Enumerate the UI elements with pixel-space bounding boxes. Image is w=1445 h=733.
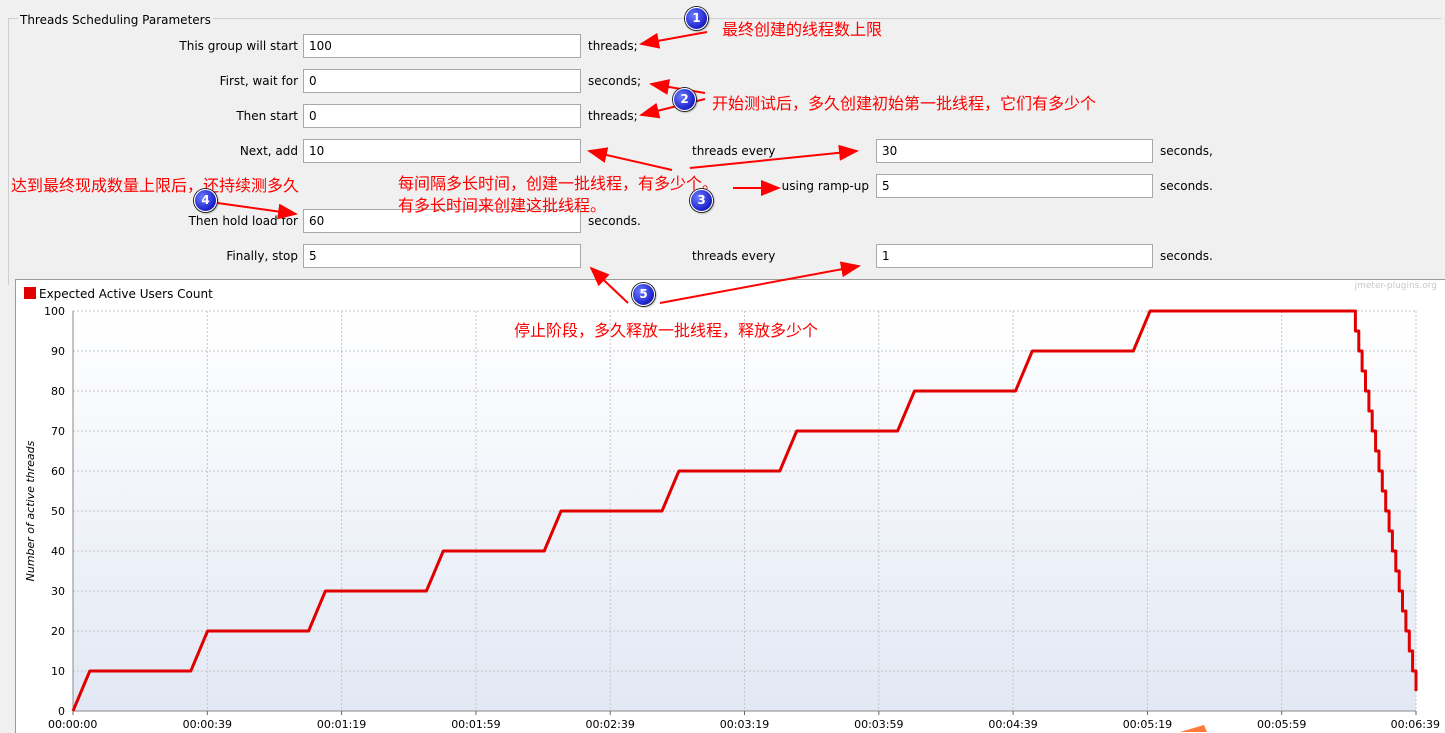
y-tick-label: 0: [58, 705, 65, 718]
badge-2-icon: 2: [673, 88, 696, 111]
annotation-2: 开始测试后，多久创建初始第一批线程，它们有多少个: [712, 90, 1096, 114]
annotation-3-line2: 有多长时间来创建这批线程。: [398, 192, 606, 216]
annotation-3-line1: 每间隔多长时间，创建一批线程，有多少个。: [398, 170, 718, 194]
y-tick-label: 50: [51, 505, 65, 518]
y-tick-label: 100: [44, 305, 65, 318]
x-tick-label: 00:04:39: [988, 718, 1037, 731]
x-tick-label: 00:00:00: [48, 718, 97, 731]
x-tick-label: 00:03:19: [720, 718, 769, 731]
y-tick-label: 40: [51, 545, 65, 558]
y-tick-label: 60: [51, 465, 65, 478]
y-axis-label: Number of active threads: [24, 440, 37, 581]
x-tick-label: 00:05:59: [1257, 718, 1306, 731]
badge-4-icon: 4: [194, 189, 217, 212]
badge-3-icon: 3: [690, 189, 713, 212]
y-tick-label: 70: [51, 425, 65, 438]
badge-1-icon: 1: [685, 7, 708, 30]
x-tick-label: 00:06:39: [1391, 718, 1440, 731]
annotation-4: 达到最终现成数量上限后，还持续测多久: [11, 172, 299, 196]
x-tick-label: 00:02:39: [585, 718, 634, 731]
y-tick-label: 90: [51, 345, 65, 358]
y-tick-label: 80: [51, 385, 65, 398]
annotation-5: 停止阶段，多久释放一批线程，释放多少个: [514, 317, 818, 341]
x-tick-label: 00:00:39: [183, 718, 232, 731]
y-tick-label: 20: [51, 625, 65, 638]
y-tick-label: 10: [51, 665, 65, 678]
x-tick-label: 00:03:59: [854, 718, 903, 731]
x-tick-label: 00:01:19: [317, 718, 366, 731]
badge-5-icon: 5: [632, 283, 655, 306]
x-tick-label: 00:01:59: [451, 718, 500, 731]
x-tick-label: 00:05:19: [1123, 718, 1172, 731]
y-tick-label: 30: [51, 585, 65, 598]
annotation-1: 最终创建的线程数上限: [722, 16, 882, 40]
